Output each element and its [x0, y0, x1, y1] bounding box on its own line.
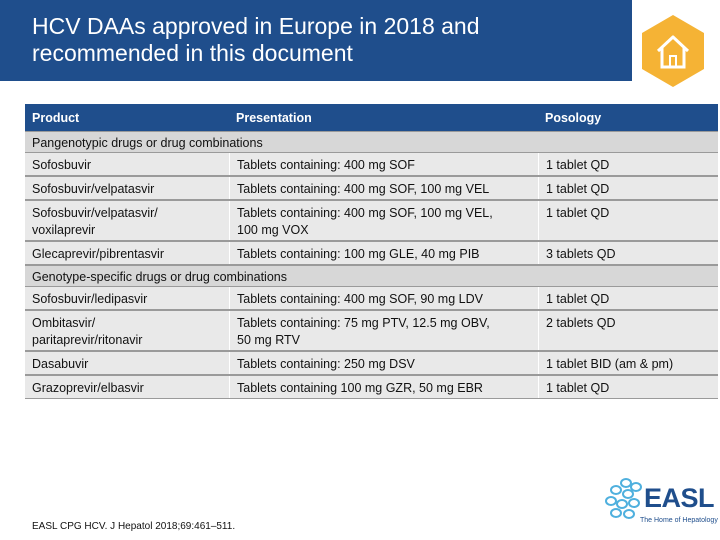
posology-cell: 1 tablet QD	[538, 177, 718, 199]
presentation-cell: Tablets containing: 250 mg DSV	[229, 352, 538, 374]
slide-title-line-2: recommended in this document	[32, 40, 353, 66]
posology-cell: 2 tablets QD	[538, 311, 718, 350]
table-row: Dasabuvir Tablets containing: 250 mg DSV…	[25, 351, 718, 375]
table-row: Sofosbuvir/velpatasvir/ voxilaprevir Tab…	[25, 200, 718, 241]
table-row: Ombitasvir/ paritaprevir/ritonavir Table…	[25, 310, 718, 351]
column-header-presentation: Presentation	[236, 111, 312, 125]
table-row: Sofosbuvir/ledipasvir Tablets containing…	[25, 286, 718, 310]
column-header-product: Product	[32, 111, 80, 125]
table-row: Sofosbuvir Tablets containing: 400 mg SO…	[25, 152, 718, 176]
posology-cell: 1 tablet BID (am & pm)	[538, 352, 718, 374]
presentation-cell: Tablets containing: 400 mg SOF, 100 mg V…	[229, 201, 538, 240]
citation: EASL CPG HCV. J Hepatol 2018;69:461–511.	[32, 521, 236, 532]
section-title: Pangenotypic drugs or drug combinations	[32, 136, 263, 150]
section-header-genotype-specific: Genotype-specific drugs or drug combinat…	[25, 265, 718, 286]
table-row: Sofosbuvir/velpatasvir Tablets containin…	[25, 176, 718, 200]
section-header-pangenotypic: Pangenotypic drugs or drug combinations	[25, 131, 718, 152]
table-header-row: Product Presentation Posology	[25, 104, 718, 131]
section-title: Genotype-specific drugs or drug combinat…	[32, 270, 287, 284]
product-cell: Sofosbuvir/ledipasvir	[32, 292, 148, 306]
presentation-cell: Tablets containing 100 mg GZR, 50 mg EBR	[229, 376, 538, 398]
product-cell: Glecaprevir/pibrentasvir	[32, 247, 164, 261]
table-row: Glecaprevir/pibrentasvir Tablets contain…	[25, 241, 718, 265]
product-cell: Dasabuvir	[32, 357, 89, 371]
home-icon[interactable]	[635, 8, 711, 94]
logo-tagline: The Home of Hepatology	[640, 517, 718, 524]
posology-cell: 1 tablet QD	[538, 376, 718, 398]
slide-title: HCV DAAs approved in Europe in 2018 and …	[32, 13, 592, 67]
presentation-cell: Tablets containing: 100 mg GLE, 40 mg PI…	[229, 242, 538, 264]
easl-logo: EASL The Home of Hepatology	[604, 477, 718, 529]
product-cell: Grazoprevir/elbasvir	[32, 381, 144, 395]
posology-cell: 1 tablet QD	[538, 153, 718, 175]
table-row: Grazoprevir/elbasvir Tablets containing …	[25, 375, 718, 399]
product-cell: Sofosbuvir/velpatasvir/ voxilaprevir	[32, 206, 158, 237]
slide-title-line-1: HCV DAAs approved in Europe in 2018 and	[32, 13, 480, 39]
posology-cell: 3 tablets QD	[538, 242, 718, 264]
daa-table: Product Presentation Posology Pangenotyp…	[25, 104, 718, 399]
presentation-cell: Tablets containing: 400 mg SOF, 90 mg LD…	[229, 287, 538, 309]
product-cell: Ombitasvir/ paritaprevir/ritonavir	[32, 316, 143, 347]
logo-text: EASL	[644, 483, 715, 513]
title-band: HCV DAAs approved in Europe in 2018 and …	[0, 0, 632, 81]
presentation-cell: Tablets containing: 400 mg SOF, 100 mg V…	[229, 177, 538, 199]
easl-dots-icon	[605, 478, 642, 519]
column-header-posology: Posology	[545, 111, 602, 125]
product-cell: Sofosbuvir	[32, 158, 92, 172]
presentation-cell: Tablets containing: 400 mg SOF	[229, 153, 538, 175]
presentation-cell: Tablets containing: 75 mg PTV, 12.5 mg O…	[229, 311, 538, 350]
posology-cell: 1 tablet QD	[538, 201, 718, 240]
product-cell: Sofosbuvir/velpatasvir	[32, 182, 155, 196]
posology-cell: 1 tablet QD	[538, 287, 718, 309]
slide-header: HCV DAAs approved in Europe in 2018 and …	[0, 0, 720, 92]
